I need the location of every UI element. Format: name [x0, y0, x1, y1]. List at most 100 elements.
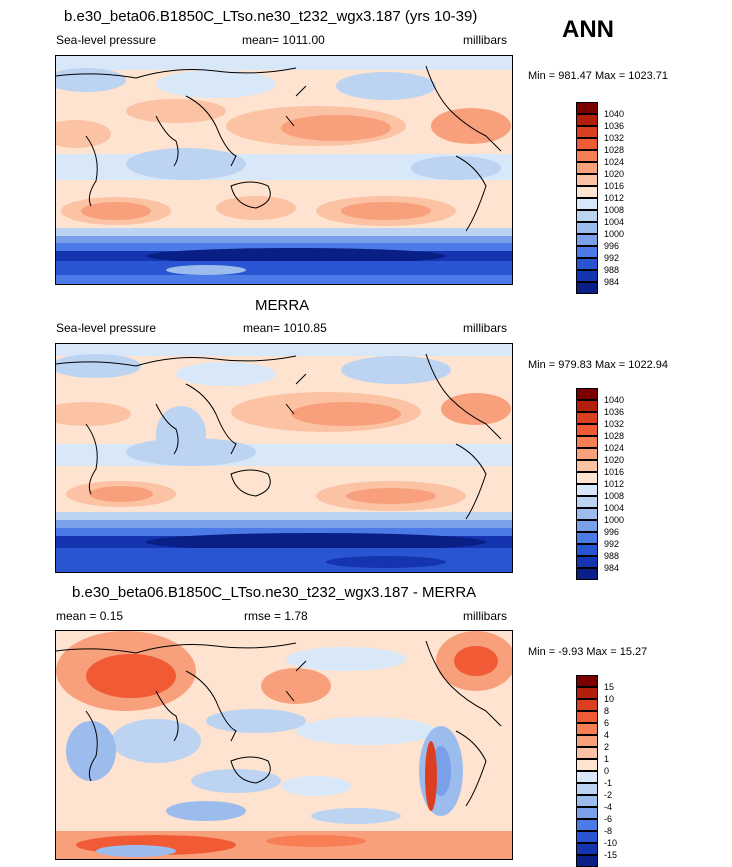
colorbar-tick-label: 1032: [604, 419, 625, 429]
panel-1-mean-label: mean= 1011.00: [242, 33, 325, 47]
colorbar-tick-label: 996: [604, 241, 620, 251]
panel-1-map: [55, 55, 513, 285]
colorbar-tick-label: 996: [604, 527, 620, 537]
colorbar-box: [576, 150, 598, 162]
panel-3-map: [55, 630, 513, 860]
panel-1-colorbar: 1040 1036 1032 1028 1024 1020 1016 1012 1008 1004…: [576, 102, 624, 294]
colorbar-tick-label: 1036: [604, 121, 625, 131]
colorbar-box: [576, 460, 598, 472]
panel-2-map-svg: [56, 344, 512, 572]
colorbar-tick-label: 992: [604, 539, 620, 549]
colorbar-box: [576, 687, 598, 699]
colorbar-box: [576, 186, 598, 198]
panel-2-minmax: Min = 979.83 Max = 1022.94: [528, 359, 669, 371]
colorbar-box: [576, 735, 598, 747]
colorbar-tick-label: 1016: [604, 181, 625, 191]
colorbar-tick-label: 1004: [604, 217, 625, 227]
colorbar-tick-label: -1: [604, 778, 613, 788]
colorbar-tick-label: 15: [604, 682, 615, 692]
colorbar-tick-label: 2: [604, 742, 610, 752]
panel-1-units-label: millibars: [463, 33, 508, 47]
colorbar-tick-label: 1000: [604, 229, 625, 239]
colorbar-box: [576, 819, 598, 831]
colorbar-box: [576, 508, 598, 520]
colorbar-tick-label: 4: [604, 730, 610, 740]
colorbar-box: [576, 388, 598, 400]
colorbar-tick-label: 1032: [604, 133, 625, 143]
colorbar-tick-label: 8: [604, 706, 610, 716]
colorbar-tick-label: -15: [604, 850, 618, 860]
panel-3-colorbar: 15 10 8 6 4 2 1 0 -1 -2 -4 -6 -8 -10 -15: [576, 675, 617, 867]
panel-1-variable-label: Sea-level pressure: [56, 33, 157, 47]
colorbar-tick-label: 1000: [604, 515, 625, 525]
colorbar-box: [576, 831, 598, 843]
colorbar-tick-label: -4: [604, 802, 613, 812]
panel-2-mean-label: mean= 1010.85: [243, 321, 327, 335]
colorbar-box: [576, 246, 598, 258]
colorbar-box: [576, 520, 598, 532]
colorbar-box: [576, 807, 598, 819]
colorbar-box: [576, 448, 598, 460]
panel-2-units-label: millibars: [463, 321, 508, 335]
colorbar-box: [576, 258, 598, 270]
colorbar-box: [576, 126, 598, 138]
colorbar-tick-label: 1012: [604, 193, 625, 203]
panel-3-title: b.e30_beta06.B1850C_LTso.ne30_t232_wgx3.…: [72, 584, 477, 601]
colorbar-box: [576, 723, 598, 735]
colorbar-box: [576, 747, 598, 759]
colorbar-tick-label: 984: [604, 563, 620, 573]
colorbar-box: [576, 270, 598, 282]
colorbar-box: [576, 783, 598, 795]
colorbar-box: [576, 855, 598, 867]
panel-3-minmax: Min = -9.93 Max = 15.27: [528, 646, 648, 658]
colorbar-box: [576, 162, 598, 174]
colorbar-tick-label: 1040: [604, 109, 625, 119]
colorbar-box: [576, 544, 598, 556]
colorbar-box: [576, 210, 598, 222]
colorbar-tick-label: 1: [604, 754, 610, 764]
colorbar-box: [576, 174, 598, 186]
colorbar-box: [576, 198, 598, 210]
colorbar-box: [576, 472, 598, 484]
colorbar-box: [576, 114, 598, 126]
colorbar-tick-label: -2: [604, 790, 613, 800]
colorbar-box: [576, 556, 598, 568]
colorbar-tick-label: 988: [604, 551, 620, 561]
colorbar-tick-label: 1036: [604, 407, 625, 417]
colorbar-tick-label: 10: [604, 694, 615, 704]
colorbar-box: [576, 759, 598, 771]
season-label: ANN: [562, 16, 614, 43]
colorbar-box: [576, 711, 598, 723]
panel-3-map-svg: [56, 631, 512, 859]
colorbar-box: [576, 222, 598, 234]
colorbar-box: [576, 234, 598, 246]
panel-3-mean-label: mean = 0.15: [56, 609, 124, 623]
colorbar-box: [576, 771, 598, 783]
panel-2-title: MERRA: [255, 297, 310, 314]
colorbar-box: [576, 282, 598, 294]
colorbar-box: [576, 102, 598, 114]
panel-1-title: b.e30_beta06.B1850C_LTso.ne30_t232_wgx3.…: [64, 8, 478, 25]
colorbar-box: [576, 424, 598, 436]
panel-2-map: [55, 343, 513, 573]
colorbar-tick-label: 1028: [604, 431, 625, 441]
colorbar-tick-label: 1028: [604, 145, 625, 155]
colorbar-tick-label: 6: [604, 718, 610, 728]
colorbar-tick-label: 1008: [604, 491, 625, 501]
colorbar-box: [576, 496, 598, 508]
colorbar-box: [576, 795, 598, 807]
colorbar-tick-label: 988: [604, 265, 620, 275]
colorbar-tick-label: 992: [604, 253, 620, 263]
colorbar-tick-label: 1004: [604, 503, 625, 513]
colorbar-tick-label: 1020: [604, 455, 625, 465]
panel-2-variable-label: Sea-level pressure: [56, 321, 157, 335]
colorbar-tick-label: -10: [604, 838, 618, 848]
panel-1-minmax: Min = 981.47 Max = 1023.71: [528, 70, 669, 82]
colorbar-tick-label: 1024: [604, 157, 625, 167]
colorbar-box: [576, 436, 598, 448]
colorbar-box: [576, 400, 598, 412]
panel-3-rmse-label: rmse = 1.78: [244, 609, 308, 623]
colorbar-tick-label: 1008: [604, 205, 625, 215]
panel-2-colorbar: 1040 1036 1032 1028 1024 1020 1016 1012 1008 1004…: [576, 388, 624, 580]
colorbar-tick-label: 1012: [604, 479, 625, 489]
